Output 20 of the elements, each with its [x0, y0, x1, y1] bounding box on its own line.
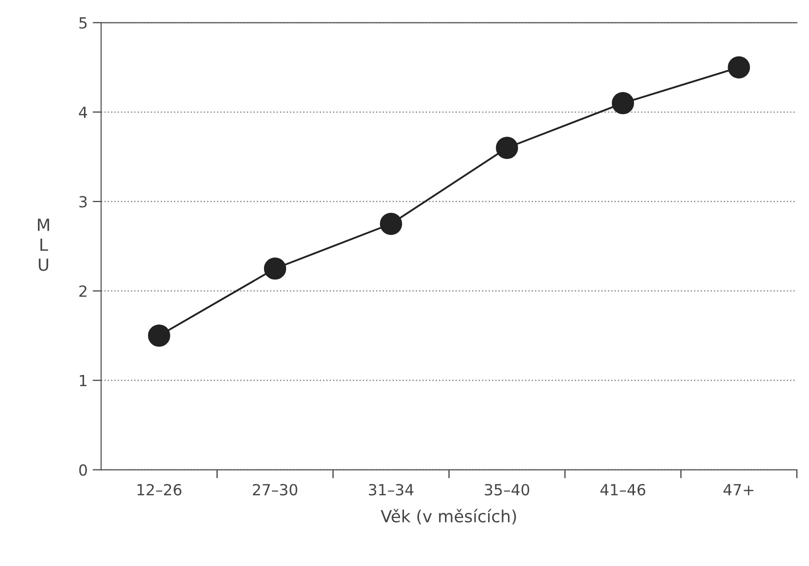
x-tick-label: 35–40 [484, 484, 530, 496]
point [380, 212, 402, 235]
y-tick-label: 2 [79, 285, 86, 297]
point [496, 136, 518, 159]
x-tick-label: 41–46 [600, 484, 646, 496]
x-tick-label: 27–30 [252, 484, 298, 496]
point [264, 257, 286, 280]
y-tick-label: 3 [79, 196, 87, 208]
x-axis-title: Věk (v měsících) [380, 508, 516, 524]
y-tick-label: 4 [78, 106, 88, 118]
x-tick-label: 47+ [724, 484, 754, 496]
point [728, 56, 750, 78]
y-tick-label: 1 [80, 375, 87, 386]
y-axis-title: MLU [38, 218, 50, 271]
point [612, 92, 634, 114]
point [148, 324, 170, 347]
y-tick-label: 0 [79, 464, 87, 476]
x-tick-label: 31–34 [368, 484, 414, 496]
y-tick-label: 5 [79, 17, 87, 29]
x-tick-label: 12–26 [138, 484, 182, 496]
